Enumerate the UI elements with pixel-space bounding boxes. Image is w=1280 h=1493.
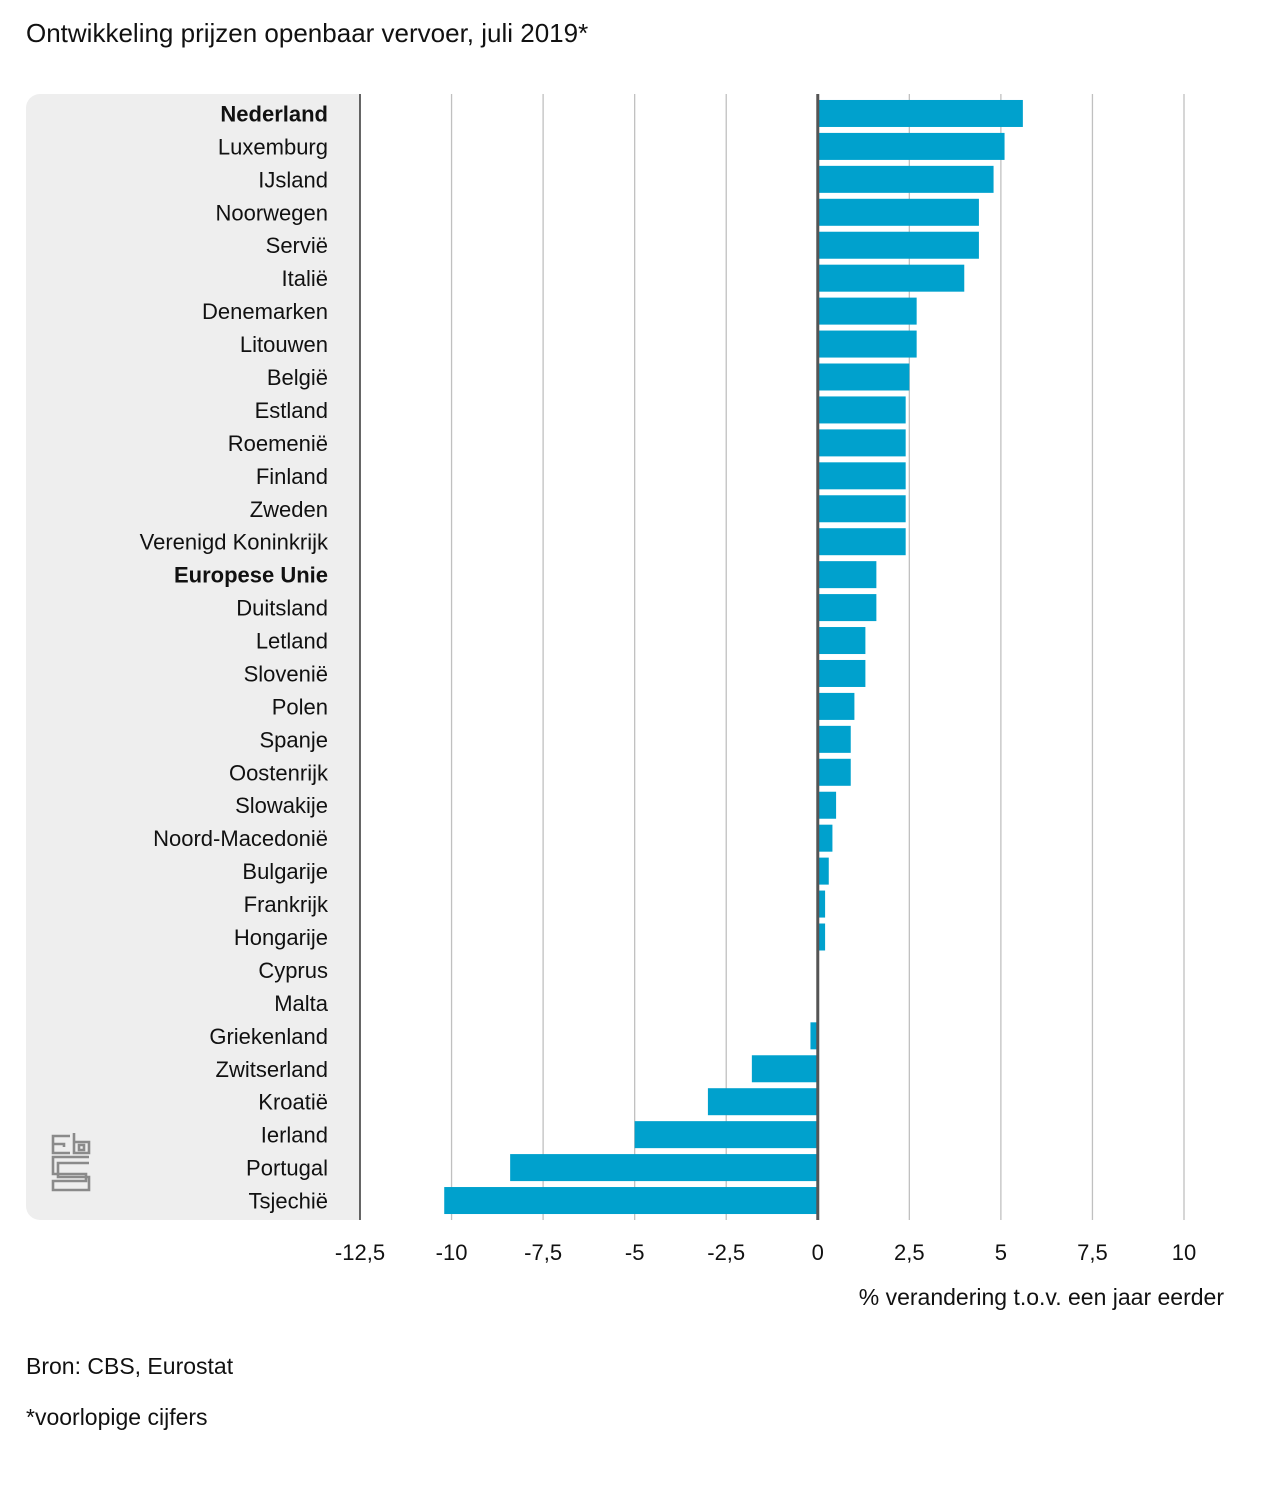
bar xyxy=(817,363,910,391)
category-label: Noorwegen xyxy=(215,200,328,225)
category-label: Cyprus xyxy=(258,958,328,983)
bar xyxy=(817,165,994,193)
x-tick-label: 7,5 xyxy=(1077,1240,1108,1265)
category-label: Tsjechië xyxy=(249,1189,328,1214)
bar xyxy=(817,890,826,918)
bar xyxy=(510,1154,818,1182)
category-label: Litouwen xyxy=(240,332,328,357)
bar xyxy=(817,857,829,885)
category-label-panel xyxy=(26,94,360,1220)
category-label: IJsland xyxy=(258,167,328,192)
bar xyxy=(817,528,906,556)
bar xyxy=(817,264,965,292)
category-label: Bulgarije xyxy=(242,859,328,884)
category-label: Oostenrijk xyxy=(229,760,329,785)
x-tick-labels: -12,5 -10 -7,5 -5 -2,5 0 2,5 5 7,5 10 xyxy=(335,1240,1196,1265)
bar xyxy=(751,1055,818,1083)
bar xyxy=(817,791,837,819)
bar xyxy=(817,561,877,589)
bar xyxy=(817,297,917,325)
bar xyxy=(444,1187,818,1215)
x-axis-label: % verandering t.o.v. een jaar eerder xyxy=(859,1284,1225,1310)
cbs-logo-icon xyxy=(51,1133,91,1192)
bar xyxy=(817,330,917,358)
category-label: Zweden xyxy=(250,497,328,522)
category-label: Italië xyxy=(282,266,328,291)
bar xyxy=(817,659,866,687)
bar xyxy=(817,824,833,852)
category-labels: Nederland Luxemburg IJsland Noorwegen Servië… xyxy=(140,101,329,1213)
category-label: Luxemburg xyxy=(218,134,328,159)
category-label: België xyxy=(267,365,328,390)
category-label: Servië xyxy=(266,233,328,258)
bar xyxy=(810,1022,818,1050)
bar xyxy=(817,495,906,523)
category-label: Roemenië xyxy=(228,431,328,456)
category-label: Kroatië xyxy=(258,1090,328,1115)
category-label: Europese Unie xyxy=(174,563,328,588)
category-label: Estland xyxy=(255,398,328,423)
x-tick-label: 2,5 xyxy=(894,1240,925,1265)
category-label: Duitsland xyxy=(236,596,328,621)
bar xyxy=(707,1088,818,1116)
category-label: Portugal xyxy=(246,1156,328,1181)
category-label: Malta xyxy=(274,991,329,1016)
bar xyxy=(817,99,1023,127)
category-label: Nederland xyxy=(220,101,328,126)
category-label: Noord-Macedonië xyxy=(153,826,328,851)
x-tick-label: -10 xyxy=(436,1240,468,1265)
x-tick-label: -7,5 xyxy=(524,1240,562,1265)
bar xyxy=(634,1121,818,1149)
category-label: Slovenië xyxy=(244,661,328,686)
bar xyxy=(817,627,866,655)
bar xyxy=(817,198,979,226)
bar xyxy=(817,923,826,951)
category-label: Letland xyxy=(256,629,328,654)
category-label: Hongarije xyxy=(234,925,328,950)
category-label: Denemarken xyxy=(202,299,328,324)
bar xyxy=(817,396,906,424)
category-label: Verenigd Koninkrijk xyxy=(140,530,329,555)
bars xyxy=(444,99,1023,1215)
bar xyxy=(817,692,855,720)
category-label: Frankrijk xyxy=(244,892,329,917)
bar xyxy=(817,132,1005,160)
chart-title: Ontwikkeling prijzen openbaar vervoer, j… xyxy=(26,18,589,48)
bar xyxy=(817,429,906,457)
x-tick-label: -12,5 xyxy=(335,1240,385,1265)
x-tick-label: 0 xyxy=(812,1240,824,1265)
source-note: Bron: CBS, Eurostat xyxy=(26,1353,234,1379)
x-tick-label: -2,5 xyxy=(707,1240,745,1265)
category-label: Ierland xyxy=(261,1123,328,1148)
category-label: Polen xyxy=(272,694,328,719)
bar xyxy=(817,231,979,259)
x-tick-label: -5 xyxy=(625,1240,645,1265)
category-label: Griekenland xyxy=(209,1024,328,1049)
x-tick-label: 5 xyxy=(995,1240,1007,1265)
category-label: Zwitserland xyxy=(216,1057,328,1082)
x-tick-label: 10 xyxy=(1172,1240,1196,1265)
bar xyxy=(817,594,877,622)
bar xyxy=(817,462,906,490)
category-label: Finland xyxy=(256,464,328,489)
category-label: Spanje xyxy=(259,727,328,752)
footnote: *voorlopige cijfers xyxy=(26,1404,208,1430)
bar xyxy=(817,758,851,786)
bar xyxy=(817,725,851,753)
category-label: Slowakije xyxy=(235,793,328,818)
